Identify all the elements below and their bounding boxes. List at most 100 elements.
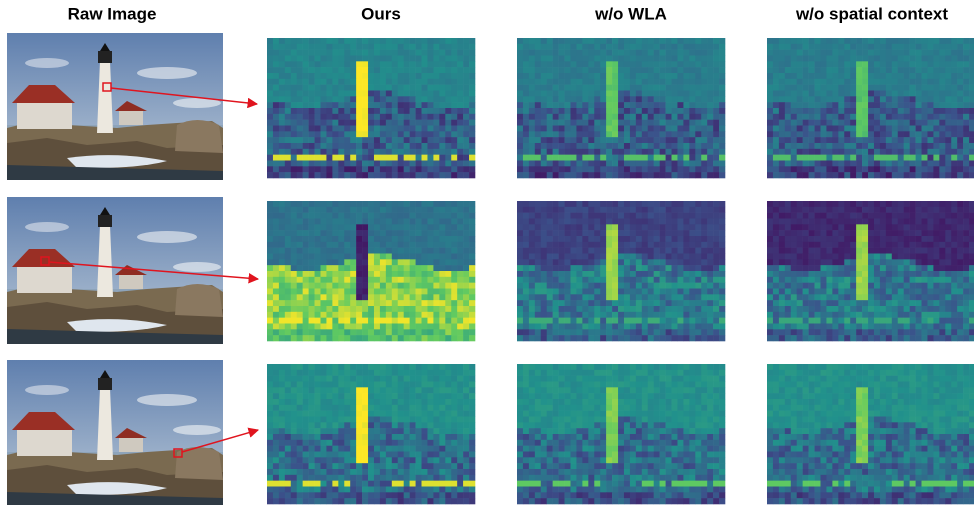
heatmap-cell	[933, 282, 940, 289]
heatmap-cell	[641, 113, 649, 120]
heatmap-cell	[433, 143, 440, 150]
heatmap-cell	[784, 323, 792, 330]
heatmap-cell	[528, 323, 536, 330]
heatmap-cell	[368, 212, 375, 219]
heatmap-cell	[284, 166, 292, 173]
heatmap-cell	[850, 172, 857, 179]
heatmap-cell	[278, 247, 286, 254]
heatmap-cell	[850, 67, 857, 74]
heatmap-cell	[302, 108, 309, 115]
heatmap-cell	[635, 276, 643, 283]
heatmap-cell	[296, 224, 303, 231]
heatmap-cell	[546, 131, 553, 138]
heatmap-cell	[778, 38, 786, 45]
heatmap-cell	[582, 90, 589, 97]
heatmap-cell	[838, 218, 845, 225]
heatmap-cell	[778, 288, 786, 295]
heatmap-cell	[945, 119, 952, 126]
heatmap-cell	[391, 131, 399, 138]
heatmap-cell	[772, 78, 780, 85]
heatmap-cell	[385, 154, 393, 161]
heatmap-cell	[647, 224, 654, 231]
column-header: Raw Image	[68, 4, 157, 23]
heatmap-cell	[671, 230, 678, 237]
heatmap-cell	[826, 329, 833, 336]
heatmap-cell	[897, 271, 904, 278]
heatmap-cell	[427, 67, 434, 74]
heatmap-cell	[457, 294, 464, 301]
heatmap-cell	[528, 253, 536, 260]
heatmap-cell	[909, 113, 916, 120]
heatmap-cell	[903, 154, 910, 161]
heatmap-cell	[439, 67, 446, 74]
heatmap-cell	[385, 172, 393, 179]
heatmap-cell	[897, 96, 904, 103]
heatmap-cell	[790, 67, 798, 74]
heatmap-cell	[433, 212, 440, 219]
heatmap-cell	[802, 108, 809, 115]
heatmap-cell	[838, 230, 845, 237]
heatmap-cell	[326, 306, 333, 313]
heatmap-cell	[719, 230, 726, 237]
heatmap-cell	[540, 247, 548, 254]
heatmap-cell	[356, 160, 363, 167]
heatmap-cell	[856, 218, 863, 225]
heatmap-cell	[457, 61, 464, 68]
heatmap-cell	[344, 282, 351, 289]
heatmap-cell	[427, 218, 434, 225]
heatmap-cell	[814, 131, 821, 138]
heatmap-cell	[957, 78, 964, 85]
heatmap-cell	[350, 102, 357, 109]
heatmap-cell	[451, 201, 458, 208]
heatmap-cell	[522, 201, 530, 208]
heatmap-cell	[558, 131, 565, 138]
heatmap-cell	[909, 38, 916, 45]
heatmap-cell	[629, 317, 637, 324]
heatmap-cell	[362, 335, 369, 342]
heatmap-cell	[957, 143, 964, 150]
heatmap-cell	[879, 329, 887, 336]
heatmap-cell	[576, 276, 583, 283]
heatmap-cell	[445, 61, 452, 68]
heatmap-cell	[272, 282, 280, 289]
heatmap-cell	[385, 212, 393, 219]
heatmap-cell	[308, 55, 315, 62]
heatmap-cell	[296, 329, 303, 336]
heatmap-cell	[558, 148, 565, 155]
heatmap-cell	[653, 247, 660, 254]
heatmap-cell	[439, 206, 446, 213]
heatmap-cell	[451, 247, 458, 254]
heatmap-cell	[267, 55, 274, 62]
heatmap-cell	[326, 38, 333, 45]
heatmap-cell	[701, 108, 708, 115]
heatmap-cell	[802, 288, 809, 295]
heatmap-cell	[403, 55, 410, 62]
heatmap-cell	[772, 96, 780, 103]
heatmap-cell	[838, 276, 845, 283]
heatmap-cell	[939, 96, 946, 103]
heatmap-cell	[373, 288, 381, 295]
heatmap-cell	[302, 49, 309, 56]
heatmap-cell	[784, 148, 792, 155]
heatmap-cell	[588, 224, 595, 231]
heatmap-cell	[469, 166, 476, 173]
heatmap-cell	[457, 230, 464, 237]
heatmap-cell	[445, 84, 452, 91]
heatmap-cell	[290, 131, 298, 138]
heatmap-cell	[356, 317, 363, 324]
heatmap-cell	[362, 108, 369, 115]
heatmap-cell	[653, 212, 660, 219]
heatmap-cell	[344, 96, 351, 103]
heatmap-cell	[564, 276, 571, 283]
heatmap-cell	[576, 335, 583, 342]
heatmap-cell	[903, 206, 910, 213]
heatmap-cell	[802, 224, 809, 231]
heatmap-cell	[677, 84, 684, 91]
heatmap-cell	[267, 84, 274, 91]
heatmap-cell	[570, 43, 577, 50]
heatmap-cell	[540, 276, 548, 283]
heatmap-cell	[546, 253, 553, 260]
heatmap-cell	[427, 131, 434, 138]
heatmap-cell	[338, 113, 345, 120]
heatmap-cell	[915, 323, 922, 330]
